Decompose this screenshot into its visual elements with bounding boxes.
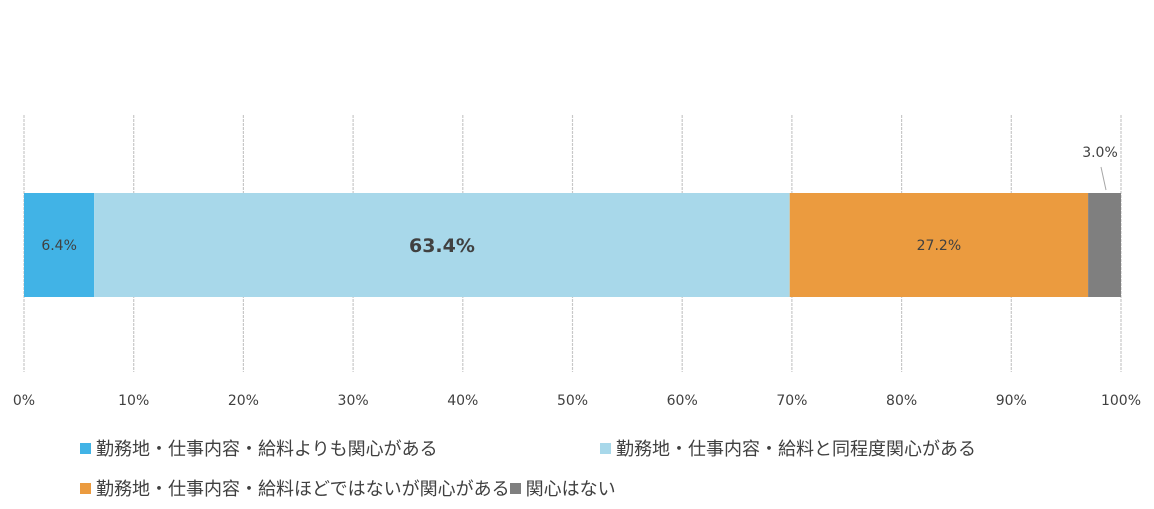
data-labels: 6.4% 63.4% 27.2% 3.0%	[41, 145, 1117, 257]
bar-segment-3	[789, 193, 1089, 297]
chart: 6.4% 63.4% 27.2% 3.0% 0% 10% 20% 30% 40% 50% 60% 7…	[13, 115, 1141, 409]
legend-label-1: 勤務地・仕事内容・給料よりも関心がある	[96, 439, 438, 460]
x-tick-label: 40%	[447, 393, 478, 409]
data-label-1: 6.4%	[41, 238, 77, 254]
legend-swatch-3	[80, 482, 91, 494]
legend-item-2: 勤務地・仕事内容・給料と同程度関心がある	[600, 435, 976, 461]
x-tick-label: 50%	[557, 393, 588, 409]
legend-row-2: 勤務地・仕事内容・給料ほどではないが関心がある 関心はない	[80, 468, 1080, 508]
legend-swatch-2	[600, 442, 611, 454]
legend-label-3: 勤務地・仕事内容・給料ほどではないが関心がある	[96, 479, 510, 500]
legend-label-2: 勤務地・仕事内容・給料と同程度関心がある	[616, 439, 976, 460]
legend-row-1: 勤務地・仕事内容・給料よりも関心がある 勤務地・仕事内容・給料と同程度関心がある	[80, 428, 1080, 468]
x-tick-label: 10%	[118, 393, 149, 409]
x-axis-ticks: 0% 10% 20% 30% 40% 50% 60% 70% 80% 90% 100%	[13, 393, 1141, 409]
data-label-4: 3.0%	[1082, 145, 1118, 161]
x-tick-label: 0%	[13, 393, 35, 409]
legend-item-3: 勤務地・仕事内容・給料ほどではないが関心がある	[80, 475, 510, 501]
bar-segment-1	[24, 193, 95, 297]
x-tick-label: 90%	[996, 393, 1027, 409]
x-tick-label: 100%	[1101, 393, 1141, 409]
bar-segment-4	[1088, 193, 1121, 297]
legend-label-4: 関心はない	[525, 479, 616, 500]
data-label-3: 27.2%	[917, 238, 961, 254]
legend-item-4: 関心はない	[509, 475, 616, 501]
x-tick-label: 80%	[886, 393, 917, 409]
data-label-2: 63.4%	[409, 235, 475, 257]
x-tick-label: 30%	[338, 393, 369, 409]
leader-line	[1100, 166, 1107, 191]
x-tick-label: 60%	[667, 393, 698, 409]
stacked-bar	[24, 193, 1121, 297]
legend-swatch-1	[80, 442, 91, 454]
x-tick-label: 70%	[776, 393, 807, 409]
bar-segment-2	[94, 193, 790, 297]
legend: 勤務地・仕事内容・給料よりも関心がある 勤務地・仕事内容・給料と同程度関心がある…	[80, 428, 1080, 508]
legend-item-1: 勤務地・仕事内容・給料よりも関心がある	[80, 435, 600, 461]
x-tick-label: 20%	[228, 393, 259, 409]
legend-swatch-4	[509, 482, 521, 494]
